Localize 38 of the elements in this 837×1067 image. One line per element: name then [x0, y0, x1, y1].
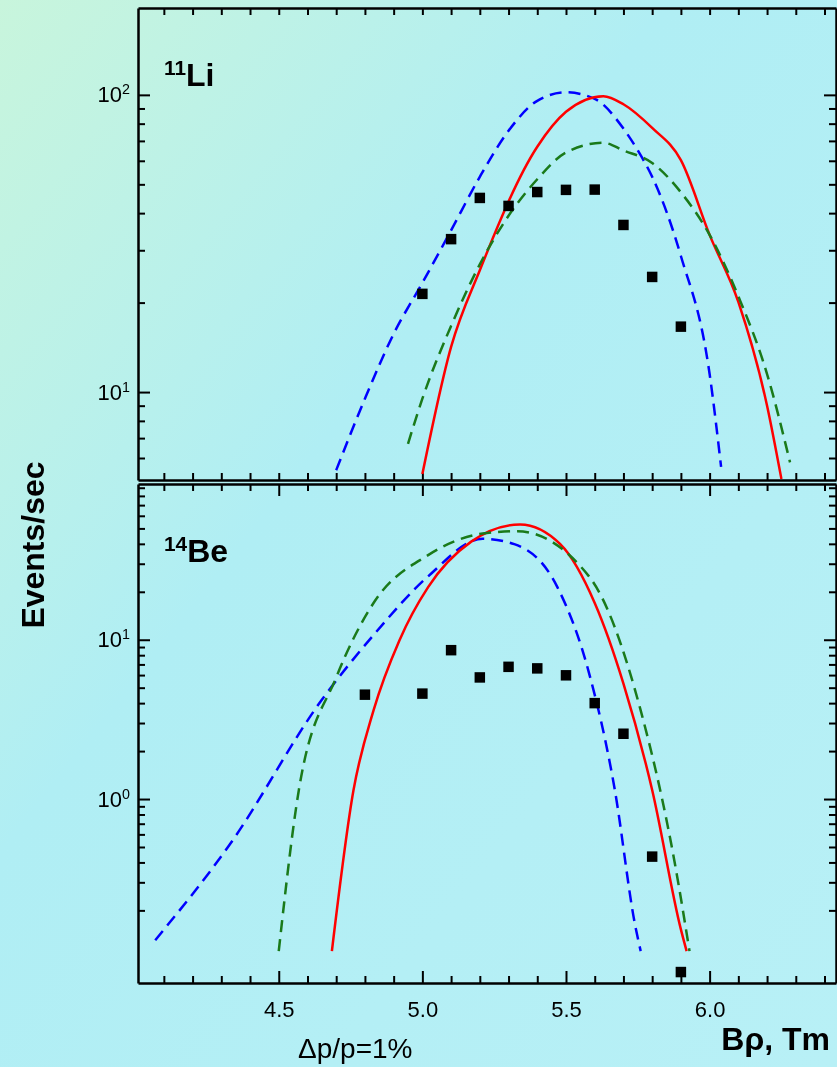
point [675, 966, 687, 978]
text: Δp/p=1% [298, 1033, 413, 1064]
point [474, 672, 486, 683]
point [474, 192, 486, 204]
x-axis-title: Bρ, Tm [721, 1021, 830, 1057]
x-tick-label: 6.0 [694, 996, 726, 1022]
point [532, 186, 543, 198]
annotation: $^{14}$Be [164, 531, 229, 569]
point [503, 661, 514, 673]
point [618, 219, 629, 231]
point [560, 670, 572, 681]
y-tick-label: 10$^{2}$ [97, 81, 131, 108]
point [589, 697, 600, 709]
line-series [334, 91, 723, 472]
y-tick-label: 10$^{1}$ [97, 378, 131, 405]
point [646, 851, 658, 862]
y-tick-label: 10$^{1}$ [97, 626, 131, 653]
point [560, 184, 572, 196]
point [675, 321, 687, 332]
y-tick-label: 10$^{0}$ [97, 785, 131, 812]
point [646, 271, 658, 283]
point [618, 728, 629, 739]
x-tick-label: 5.5 [551, 996, 582, 1022]
point [589, 184, 600, 195]
point [417, 688, 428, 699]
line-series [153, 537, 642, 953]
point [445, 644, 457, 656]
line-series [421, 94, 783, 480]
x-tick-label: 5.0 [407, 996, 439, 1022]
point [417, 288, 428, 300]
point [359, 689, 371, 700]
point [445, 233, 457, 245]
point [532, 663, 543, 674]
line-series [406, 141, 792, 464]
point [503, 200, 514, 212]
annotation: $^{11}$Li [164, 55, 215, 93]
x-tick-label: 4.5 [263, 996, 295, 1022]
y-axis-title: Events/sec [15, 461, 51, 629]
